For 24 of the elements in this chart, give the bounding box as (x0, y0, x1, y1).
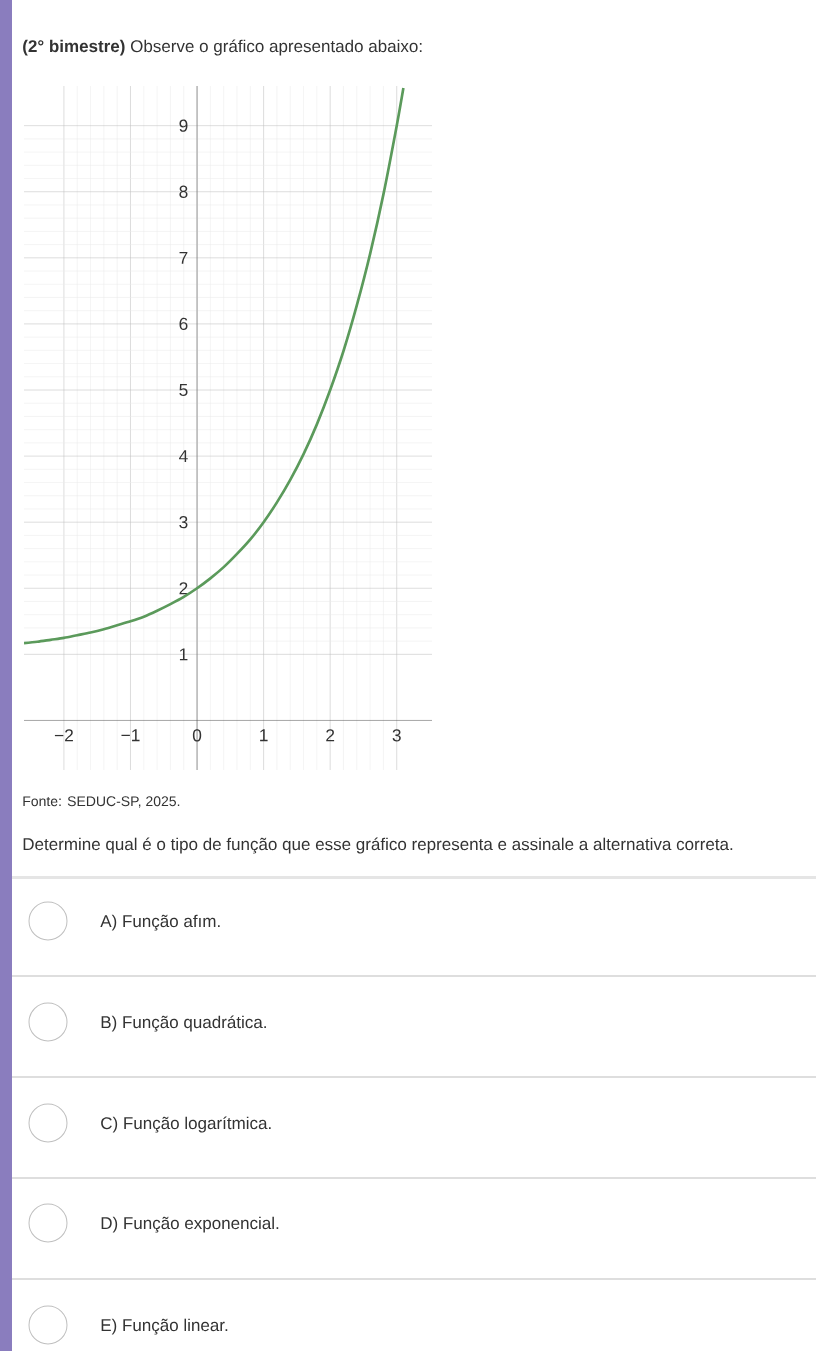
text: E) Função linear. (101, 1318, 228, 1335)
y-tick-label: 6 (179, 317, 188, 331)
y-tick-label: 1 (179, 648, 188, 661)
text: Determine qual é o tipo de função que esse gráfico representa e assinale a alternativa correta. (23, 837, 733, 854)
text: B) Função quadrática. (101, 1015, 266, 1032)
source-note: Fonte: SEDUC-SP, 2025. (23, 796, 180, 808)
line-series (24, 86, 405, 645)
y-tick-label: 8 (179, 185, 188, 198)
text: D) Função exponencial. (101, 1216, 279, 1233)
y-tick-label: 7 (179, 251, 188, 264)
chart-title: (2° bimestre) Observe o gráfico apresentado abaixo: (23, 39, 422, 56)
x-tick-label: 1 (260, 729, 268, 742)
text: A) Função afım. (100, 914, 220, 931)
x-tick-label: 0 (192, 729, 202, 742)
y-tick-label: 3 (179, 516, 188, 529)
y-tick-label: 9 (179, 119, 188, 132)
y-tick-label: 4 (179, 450, 188, 463)
x-tick-label: 3 (392, 729, 401, 742)
x-tick-label: 2 (326, 729, 335, 742)
text: C) Função logarítmica. (101, 1116, 271, 1133)
y-tick-label: 5 (179, 383, 188, 397)
y-tick-label: 2 (179, 582, 188, 595)
x-tick-label: −1 (121, 729, 140, 742)
x-tick-label: −2 (54, 729, 73, 742)
